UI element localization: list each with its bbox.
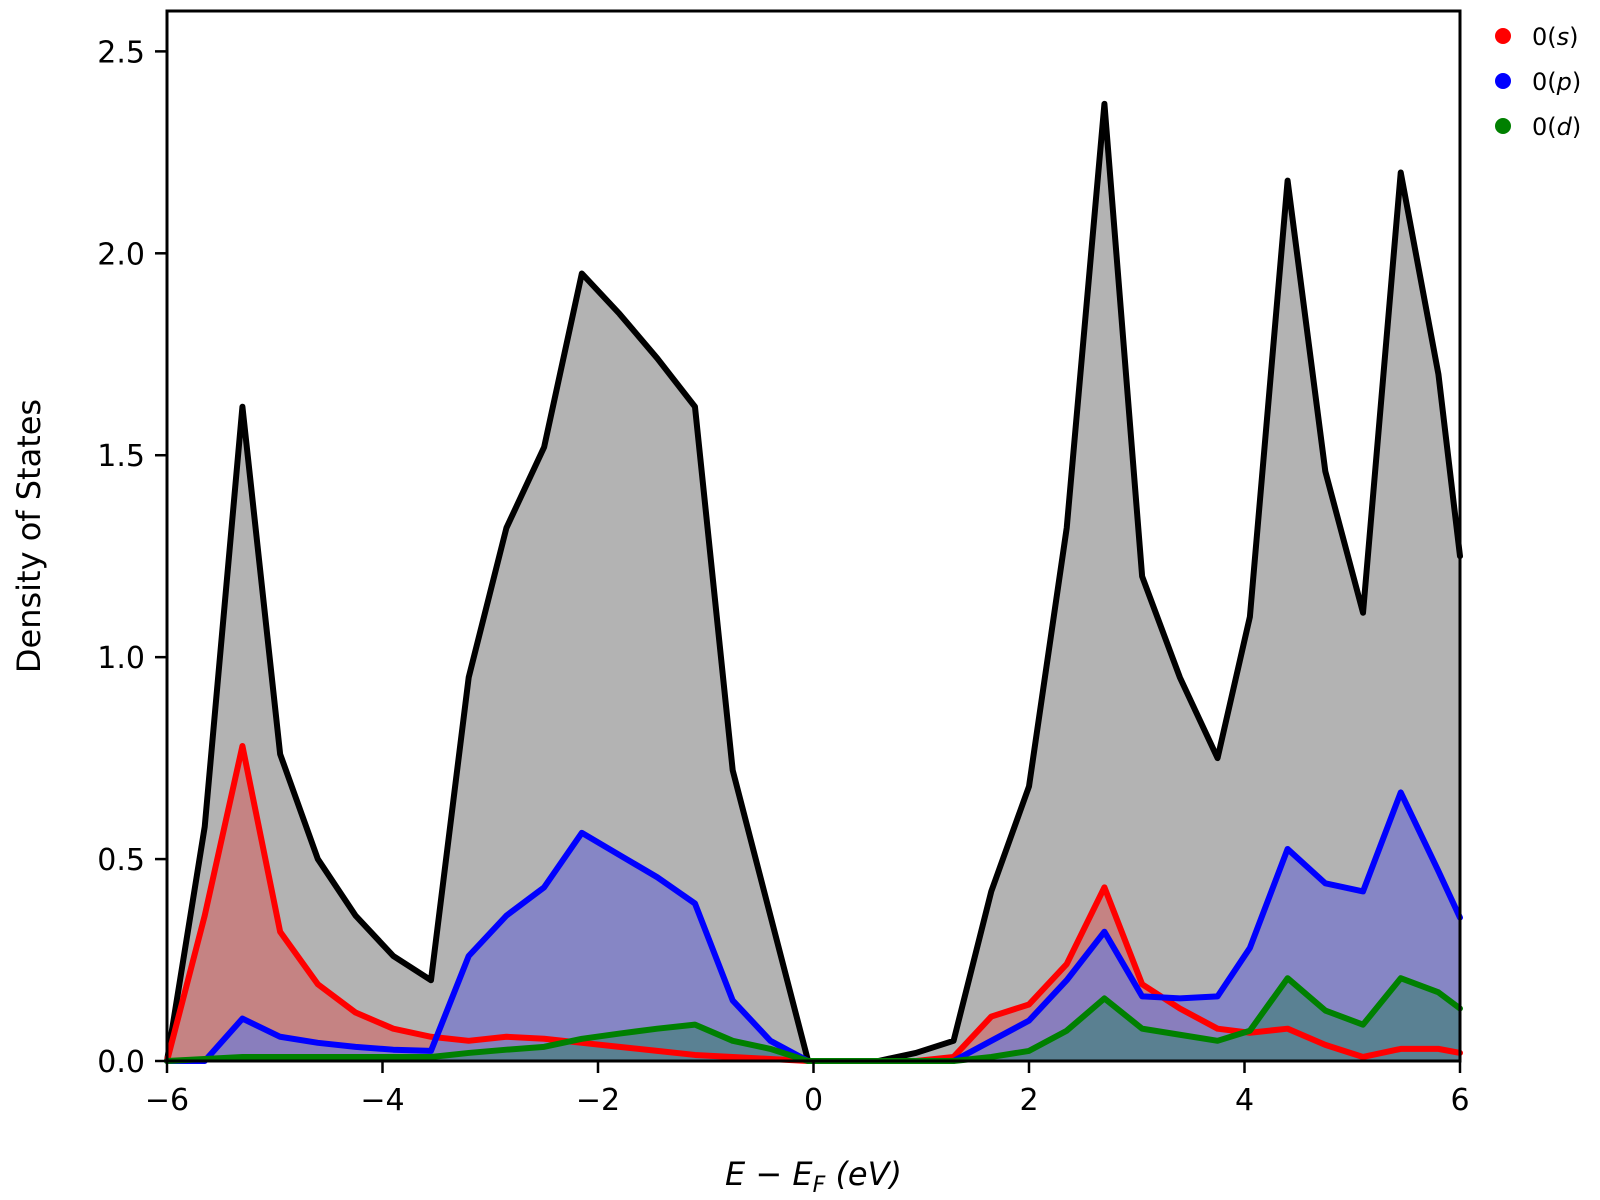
total-area — [167, 103, 1460, 1061]
legend-marker — [1495, 118, 1511, 134]
legend: 0(s) 0(p) 0(d) — [1495, 23, 1581, 141]
x-tick-label: −2 — [576, 1083, 620, 1118]
y-tick-label: 2.5 — [97, 35, 145, 70]
legend-item: 0(s) — [1495, 23, 1579, 51]
legend-label: 0(d) — [1532, 113, 1581, 141]
y-tick-label: 0.5 — [97, 843, 145, 878]
x-axis-label: E − EF (eV) — [725, 1155, 902, 1198]
x-tick-label: 6 — [1450, 1083, 1469, 1118]
series-1-area — [167, 792, 1460, 1061]
legend-label: 0(s) — [1532, 23, 1579, 51]
y-tick-label: 1.0 — [97, 641, 145, 676]
legend-item: 0(d) — [1495, 113, 1581, 141]
x-axis-ticks: −6 −4 −2 0 2 4 6 — [145, 1061, 1470, 1118]
series-2-area — [167, 978, 1460, 1061]
x-tick-label: 4 — [1235, 1083, 1254, 1118]
x-tick-label: −6 — [145, 1083, 189, 1118]
y-axis-label: Density of States — [10, 399, 48, 673]
y-axis-ticks: 0.0 0.5 1.0 1.5 2.0 2.5 — [97, 35, 167, 1080]
legend-item: 0(p) — [1495, 68, 1581, 96]
y-tick-label: 2.0 — [97, 237, 145, 272]
x-tick-label: 2 — [1019, 1083, 1038, 1118]
x-tick-label: 0 — [804, 1083, 823, 1118]
x-tick-label: −4 — [360, 1083, 404, 1118]
legend-marker — [1495, 28, 1511, 44]
y-tick-label: 0.0 — [97, 1045, 145, 1080]
legend-label: 0(p) — [1532, 68, 1581, 96]
legend-marker — [1495, 73, 1511, 89]
y-tick-label: 1.5 — [97, 439, 145, 474]
